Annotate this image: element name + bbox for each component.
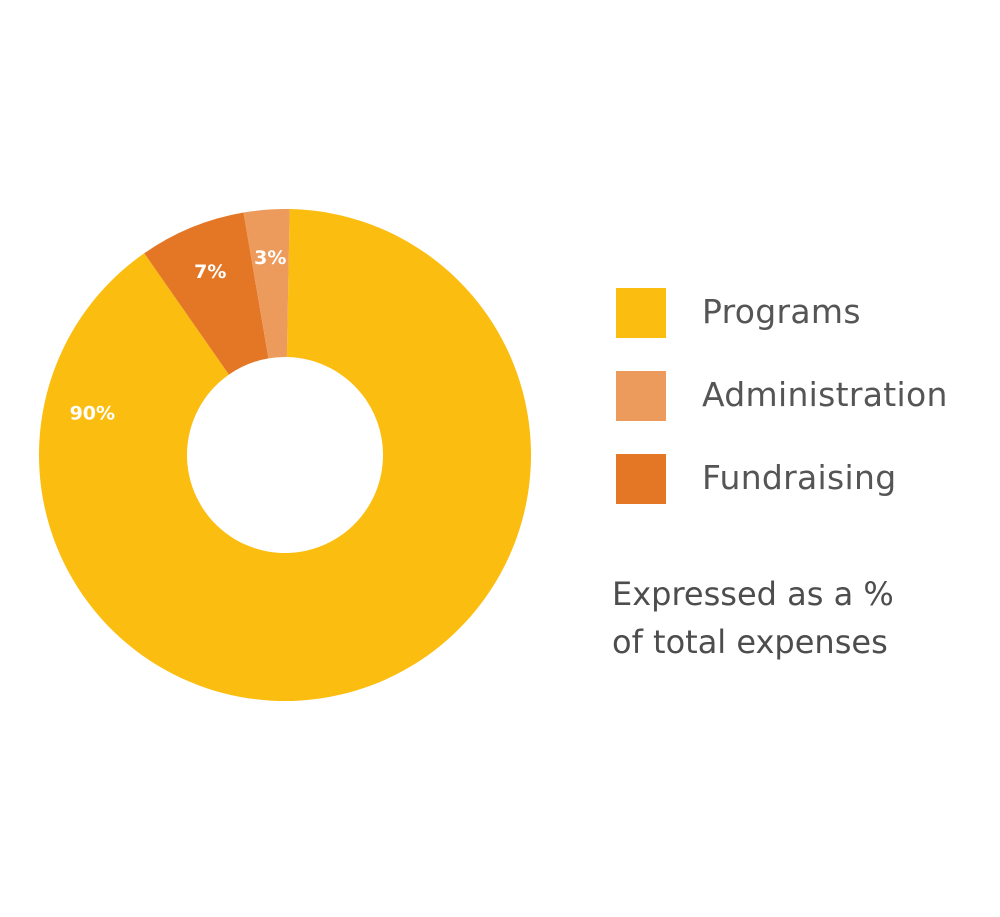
legend-label-programs: Programs <box>702 292 861 331</box>
slice-label-administration: 3% <box>254 247 286 269</box>
legend-swatch-administration <box>616 371 666 421</box>
slice-labels: 90% 7% 3% <box>70 247 287 424</box>
legend-swatch-programs <box>616 288 666 338</box>
slice-fundraising <box>144 212 269 375</box>
slice-label-programs: 90% <box>70 403 115 425</box>
slice-label-fundraising: 7% <box>194 261 226 283</box>
donut-slices <box>39 209 532 701</box>
slice-programs <box>39 209 532 701</box>
note-line-1: Expressed as a % <box>612 575 894 613</box>
legend-label-administration: Administration <box>702 375 948 414</box>
expenses-note: Expressed as a % of total expenses <box>612 570 992 666</box>
legend-label-fundraising: Fundraising <box>702 458 897 497</box>
legend-swatch-fundraising <box>616 454 666 504</box>
note-line-2: of total expenses <box>612 623 888 661</box>
slice-administration <box>243 209 290 359</box>
